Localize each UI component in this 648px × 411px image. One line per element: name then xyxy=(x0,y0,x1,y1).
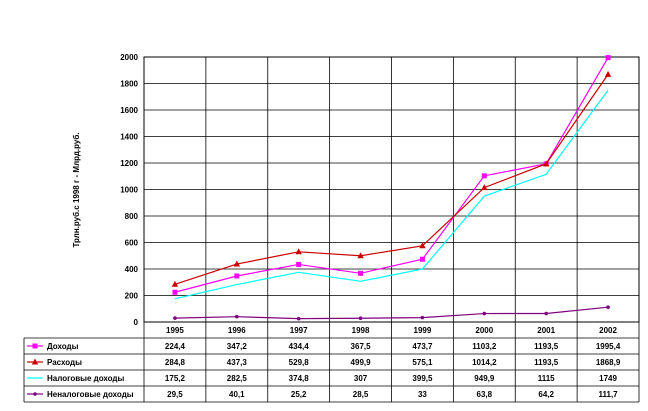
x-tick-label: 1995 xyxy=(166,326,184,335)
plot-grid xyxy=(143,56,640,323)
table-cell: 1193,5 xyxy=(534,342,559,351)
y-tick-label: 1000 xyxy=(120,186,138,195)
table-cell: 25,2 xyxy=(291,390,307,399)
table-cell: 284,8 xyxy=(165,358,186,367)
table-cell: 1014,2 xyxy=(472,358,497,367)
series-2 xyxy=(171,70,612,287)
data-point xyxy=(235,314,239,319)
table-cell: 347,2 xyxy=(227,342,248,351)
data-point xyxy=(296,261,302,267)
table-cell: 1193,5 xyxy=(534,358,559,367)
y-tick-label: 200 xyxy=(125,292,139,301)
series-4 xyxy=(173,305,610,321)
legend-key xyxy=(27,392,43,396)
data-point xyxy=(481,184,488,191)
data-point xyxy=(171,280,179,287)
table-cell: 28,5 xyxy=(353,390,369,399)
data-point xyxy=(295,248,302,255)
data-point xyxy=(419,256,425,262)
series-line xyxy=(174,57,609,293)
data-point xyxy=(419,242,426,249)
legend-label: Налоговые доходы xyxy=(47,374,125,383)
table-cell: 1103,2 xyxy=(472,342,497,351)
table-cell: 282,5 xyxy=(227,374,248,383)
table-cell: 437,3 xyxy=(227,358,248,367)
x-tick-label: 1999 xyxy=(414,326,432,335)
y-tick-label: 2000 xyxy=(120,53,138,62)
y-axis-ticks: 0 200 400 600 800 1000 1200 1400 1600 1800 2000 xyxy=(120,53,138,327)
legend-label: Неналоговые доходы xyxy=(47,390,134,399)
data-point xyxy=(358,270,364,276)
table-cell: 64,2 xyxy=(538,390,554,399)
table-cell: 473,7 xyxy=(412,342,433,351)
y-axis-label: Трлн.руб.с 1998 г - Млрд.руб. xyxy=(72,132,81,247)
data-point xyxy=(296,316,301,321)
data-table: 1995 1996 1997 1998 1999 2000 2001 2002 Доходы 22… xyxy=(23,321,640,403)
data-point xyxy=(544,311,548,316)
table-cell: 40,1 xyxy=(229,390,245,399)
series-line xyxy=(174,74,609,285)
data-point xyxy=(173,316,177,320)
data-point xyxy=(33,392,37,396)
y-tick-label: 0 xyxy=(134,318,139,327)
x-tick-label: 2002 xyxy=(599,326,617,335)
table-cell: 1115 xyxy=(538,374,555,383)
x-tick-label: 2000 xyxy=(475,326,493,335)
data-point xyxy=(233,260,241,267)
table-cell: 1995,4 xyxy=(596,342,621,351)
data-point xyxy=(357,252,364,259)
series-3 xyxy=(174,89,609,300)
table-cell: 434,4 xyxy=(289,342,310,351)
y-tick-label: 1200 xyxy=(120,159,138,168)
legend-label: Доходы xyxy=(47,342,79,351)
y-tick-label: 1800 xyxy=(120,80,138,89)
table-cell: 29,5 xyxy=(167,390,183,399)
table-cell: 175,2 xyxy=(165,374,186,383)
table-cell: 1868,9 xyxy=(596,358,621,367)
data-point xyxy=(481,173,487,179)
data-point xyxy=(542,160,550,167)
y-tick-label: 800 xyxy=(125,212,139,221)
y-tick-label: 600 xyxy=(125,239,139,248)
data-point xyxy=(31,358,39,365)
series-line xyxy=(174,89,609,300)
x-tick-label: 2001 xyxy=(537,326,555,335)
table-cell: 374,8 xyxy=(289,374,310,383)
table-cell: 367,5 xyxy=(351,342,372,351)
table-cell: 1749 xyxy=(599,374,617,383)
data-point xyxy=(32,343,38,349)
data-point xyxy=(234,273,240,279)
data-point xyxy=(172,289,178,295)
x-tick-label: 1996 xyxy=(228,326,246,335)
series-lines xyxy=(171,55,612,321)
x-tick-label: 1998 xyxy=(352,326,370,335)
series-line xyxy=(174,306,609,320)
table-cell: 399,5 xyxy=(412,374,433,383)
data-point xyxy=(606,305,610,309)
y-tick-label: 1400 xyxy=(120,133,138,142)
y-tick-label: 1600 xyxy=(120,106,138,115)
table-cell: 111,7 xyxy=(598,390,618,399)
table-cell: 575,1 xyxy=(412,358,433,367)
table-cell: 33 xyxy=(418,390,427,399)
data-point xyxy=(482,311,487,316)
y-tick-label: 400 xyxy=(125,265,139,274)
legend-label: Расходы xyxy=(47,358,82,367)
legend-key xyxy=(27,358,43,365)
table-cell: 529,8 xyxy=(289,358,310,367)
data-point xyxy=(605,55,611,61)
legend-key xyxy=(27,343,43,349)
table-cell: 224,4 xyxy=(165,342,186,351)
x-tick-label: 1997 xyxy=(290,326,308,335)
data-point xyxy=(358,316,363,321)
data-point xyxy=(604,70,612,77)
series-1 xyxy=(172,55,611,295)
table-cell: 499,9 xyxy=(351,358,372,367)
table-cell: 63,8 xyxy=(477,390,493,399)
table-cell: 307 xyxy=(354,374,368,383)
data-point xyxy=(420,315,425,320)
table-cell: 949,9 xyxy=(474,374,495,383)
